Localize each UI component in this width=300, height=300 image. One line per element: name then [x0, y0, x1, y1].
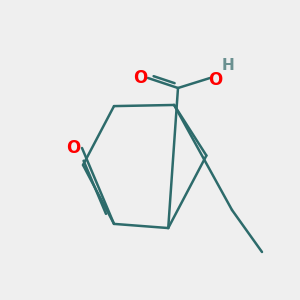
- Text: O: O: [66, 139, 80, 157]
- Text: O: O: [208, 71, 222, 89]
- Text: O: O: [133, 69, 147, 87]
- Text: H: H: [222, 58, 234, 74]
